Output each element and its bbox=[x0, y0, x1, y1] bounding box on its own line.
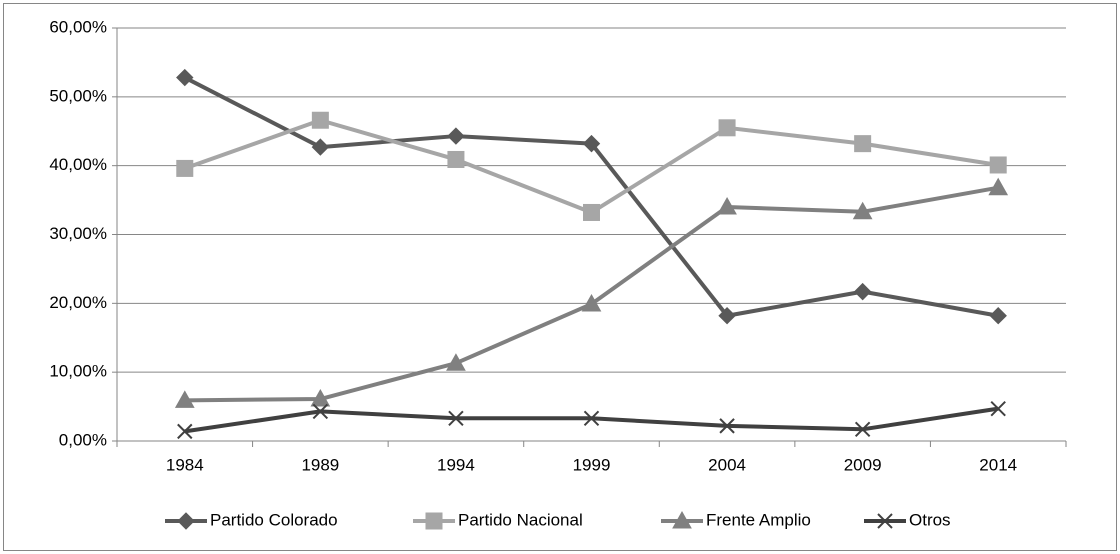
point-marker bbox=[717, 196, 737, 215]
legend-label: Otros bbox=[909, 510, 951, 529]
legend-label: Frente Amplio bbox=[706, 510, 811, 529]
point-marker bbox=[583, 203, 600, 221]
point-marker bbox=[854, 421, 871, 438]
point-marker bbox=[447, 127, 465, 145]
y-tick-label: 40,00% bbox=[49, 155, 107, 174]
point-marker bbox=[989, 156, 1007, 174]
point-marker bbox=[719, 418, 735, 434]
point-marker bbox=[311, 138, 330, 156]
x-tick-label: 2009 bbox=[844, 455, 882, 474]
point-marker bbox=[310, 388, 331, 407]
point-marker bbox=[854, 135, 872, 153]
point-marker bbox=[448, 410, 464, 426]
y-tick-label: 20,00% bbox=[49, 293, 107, 312]
x-tick-label: 1989 bbox=[301, 455, 339, 474]
point-marker bbox=[176, 68, 194, 87]
legend-marker bbox=[425, 512, 443, 530]
chart-border bbox=[3, 3, 1117, 551]
x-tick-label: 2004 bbox=[708, 455, 746, 474]
point-marker bbox=[989, 307, 1007, 325]
point-marker bbox=[446, 353, 466, 371]
point-marker bbox=[312, 403, 329, 420]
x-tick-label: 1984 bbox=[166, 455, 204, 474]
y-tick-label: 30,00% bbox=[49, 224, 107, 243]
point-marker bbox=[988, 177, 1009, 196]
legend-marker bbox=[672, 510, 692, 529]
point-marker bbox=[582, 134, 601, 153]
point-marker bbox=[177, 423, 193, 440]
x-tick-label: 2014 bbox=[979, 455, 1017, 474]
point-marker bbox=[718, 307, 736, 325]
point-marker bbox=[852, 201, 873, 220]
point-marker bbox=[311, 111, 329, 129]
y-tick-label: 50,00% bbox=[49, 86, 107, 105]
point-marker bbox=[176, 159, 194, 177]
x-tick-label: 1999 bbox=[573, 455, 611, 474]
legend-label: Partido Nacional bbox=[458, 510, 583, 529]
point-marker bbox=[990, 400, 1006, 417]
point-marker bbox=[174, 390, 195, 408]
point-marker bbox=[581, 294, 602, 312]
point-marker bbox=[853, 282, 872, 301]
legend-marker bbox=[877, 513, 893, 529]
legend-marker bbox=[177, 512, 195, 530]
y-tick-label: 10,00% bbox=[49, 362, 107, 381]
legend-label: Partido Colorado bbox=[210, 510, 338, 529]
point-marker bbox=[583, 410, 600, 426]
point-marker bbox=[447, 150, 465, 168]
y-tick-label: 0,00% bbox=[59, 430, 107, 449]
x-tick-label: 1994 bbox=[437, 455, 475, 474]
point-marker bbox=[718, 119, 736, 137]
y-tick-label: 60,00% bbox=[49, 17, 107, 36]
